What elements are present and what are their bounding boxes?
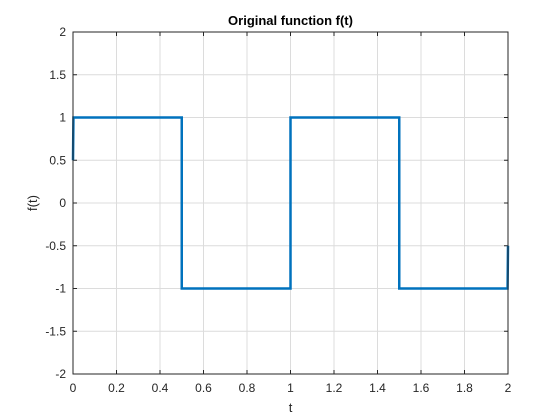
chart-title: Original function f(t)	[228, 13, 353, 28]
x-tick-label: 1.2	[326, 381, 343, 395]
x-tick-labels: 0 0.2 0.4 0.6 0.8 1 1.2 1.4 1.6 1.8 2	[70, 381, 512, 395]
y-tick-label: -1.5	[45, 324, 66, 338]
x-tick-label: 1	[287, 381, 294, 395]
y-axis-label: f(t)	[25, 195, 40, 211]
x-tick-label: 1.6	[413, 381, 430, 395]
x-tick-label: 2	[505, 381, 512, 395]
series-line	[71, 116, 510, 290]
x-tick-label: 0.8	[239, 381, 256, 395]
x-tick-label: 1.4	[369, 381, 386, 395]
series-layer	[71, 116, 510, 290]
x-tick-label: 0.6	[195, 381, 212, 395]
y-tick-label: 1	[59, 111, 66, 125]
y-tick-label: 2	[59, 25, 66, 39]
y-tick-labels: 2 1.5 1 0.5 0 -0.5 -1 -1.5 -2	[45, 25, 66, 381]
y-tick-label: -1	[55, 282, 66, 296]
y-tick-label: 0.5	[49, 153, 66, 167]
x-tick-label: 0	[70, 381, 77, 395]
x-tick-label: 1.8	[456, 381, 473, 395]
plot-frame	[72, 31, 509, 375]
y-tick-label: -0.5	[45, 239, 66, 253]
x-tick-label: 0.4	[152, 381, 169, 395]
y-tick-label: -2	[55, 367, 66, 381]
x-tick-label: 0.2	[108, 381, 125, 395]
y-tick-label: 1.5	[49, 68, 66, 82]
x-axis-label: t	[289, 400, 293, 415]
y-tick-label: 0	[59, 196, 66, 210]
